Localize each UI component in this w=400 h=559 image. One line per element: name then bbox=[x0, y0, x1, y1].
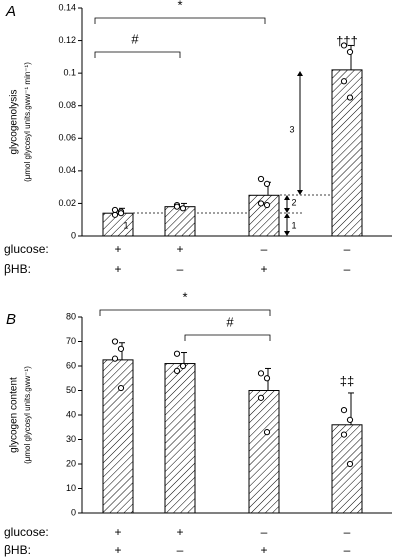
y-tick-label: 0 bbox=[71, 507, 76, 517]
y-tick-label: 0.14 bbox=[58, 2, 76, 12]
condition-value: – bbox=[261, 242, 268, 256]
data-point bbox=[257, 370, 265, 377]
data-point bbox=[111, 206, 119, 214]
condition-value: – bbox=[177, 543, 184, 557]
bar bbox=[164, 206, 196, 237]
y-tick-label: 40 bbox=[66, 409, 76, 419]
data-point bbox=[346, 94, 354, 101]
panel-letter: A bbox=[5, 3, 16, 20]
bar bbox=[164, 363, 196, 514]
condition-value: + bbox=[260, 543, 267, 557]
data-point bbox=[263, 201, 271, 209]
y-tick-label: 0.04 bbox=[58, 165, 76, 175]
condition-value: – bbox=[177, 262, 184, 276]
condition-value: + bbox=[176, 242, 183, 256]
bar bbox=[331, 424, 363, 514]
y-tick-label: 0 bbox=[71, 230, 76, 240]
condition-value: + bbox=[114, 242, 121, 256]
y-tick-label: 50 bbox=[66, 385, 76, 395]
data-point bbox=[340, 42, 348, 49]
annotation: # bbox=[131, 31, 139, 46]
bar bbox=[102, 359, 134, 514]
data-point bbox=[117, 345, 125, 352]
condition-value: + bbox=[176, 525, 183, 539]
annotation: 1 bbox=[291, 220, 296, 230]
data-point bbox=[179, 205, 187, 212]
y-tick-label: 10 bbox=[66, 483, 76, 493]
annotation: 1 bbox=[123, 220, 128, 230]
data-point bbox=[263, 375, 271, 382]
annotation: * bbox=[177, 0, 182, 12]
annotation: 3 bbox=[289, 124, 294, 134]
bar bbox=[248, 194, 280, 237]
y-tick-label: 0.02 bbox=[58, 198, 76, 208]
annotation: ††† bbox=[336, 33, 358, 48]
y-tick-label: 70 bbox=[66, 336, 76, 346]
annotation: # bbox=[226, 314, 234, 329]
data-point bbox=[346, 416, 354, 423]
y-tick-label: 0.08 bbox=[58, 100, 76, 110]
y-tick-label: 0.1 bbox=[63, 68, 76, 78]
condition-value: – bbox=[344, 242, 351, 256]
condition-label: glucose: bbox=[4, 525, 49, 539]
data-point bbox=[340, 407, 348, 414]
data-point bbox=[179, 362, 187, 370]
condition-value: – bbox=[344, 525, 351, 539]
annotation: 2 bbox=[291, 197, 296, 207]
data-point bbox=[346, 460, 354, 468]
data-point bbox=[117, 384, 125, 392]
y-tick-label: 60 bbox=[66, 360, 76, 370]
condition-value: – bbox=[344, 543, 351, 557]
panel-letter: B bbox=[6, 311, 16, 328]
y-tick-label: 30 bbox=[66, 434, 76, 444]
bar bbox=[248, 390, 280, 514]
condition-value: + bbox=[260, 262, 267, 276]
guide-lines bbox=[133, 194, 332, 214]
data-point bbox=[263, 429, 271, 436]
data-point bbox=[257, 394, 265, 401]
data-point bbox=[340, 431, 348, 438]
condition-value: + bbox=[114, 262, 121, 276]
data-point bbox=[173, 203, 181, 210]
bar bbox=[331, 69, 363, 237]
condition-label: βHB: bbox=[4, 543, 31, 557]
data-point bbox=[263, 180, 271, 187]
data-point bbox=[111, 355, 119, 362]
y-axis-label: (μmol glycosyl units.gww⁻¹ min⁻¹) bbox=[23, 62, 32, 182]
y-axis-label: (μmol glycosyl units.gww⁻¹) bbox=[23, 366, 32, 464]
data-point bbox=[111, 338, 119, 345]
comparison-brackets bbox=[94, 17, 271, 341]
condition-label: glucose: bbox=[4, 242, 49, 256]
condition-value: + bbox=[114, 543, 121, 557]
condition-value: – bbox=[261, 525, 268, 539]
condition-value: – bbox=[344, 262, 351, 276]
condition-label: βHB: bbox=[4, 262, 31, 276]
data-point bbox=[257, 175, 265, 183]
data-point bbox=[257, 200, 265, 207]
data-point bbox=[340, 78, 348, 85]
data-point bbox=[173, 350, 181, 357]
annotation: ‡‡ bbox=[340, 373, 354, 388]
y-tick-label: 0.06 bbox=[58, 133, 76, 143]
data-point bbox=[173, 367, 181, 374]
annotation: * bbox=[182, 289, 187, 304]
data-point bbox=[117, 210, 125, 217]
data-point bbox=[346, 48, 354, 56]
y-tick-label: 80 bbox=[66, 311, 76, 321]
y-tick-label: 20 bbox=[66, 458, 76, 468]
condition-value: + bbox=[114, 525, 121, 539]
y-tick-label: 0.12 bbox=[58, 35, 76, 45]
y-axis-label: glycogenolysis bbox=[9, 89, 20, 154]
y-axis-label: glycogen content bbox=[9, 377, 20, 453]
